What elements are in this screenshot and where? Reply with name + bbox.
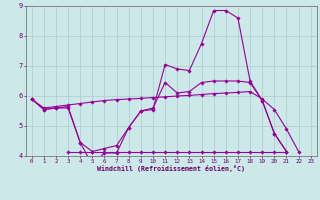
X-axis label: Windchill (Refroidissement éolien,°C): Windchill (Refroidissement éolien,°C) bbox=[97, 165, 245, 172]
